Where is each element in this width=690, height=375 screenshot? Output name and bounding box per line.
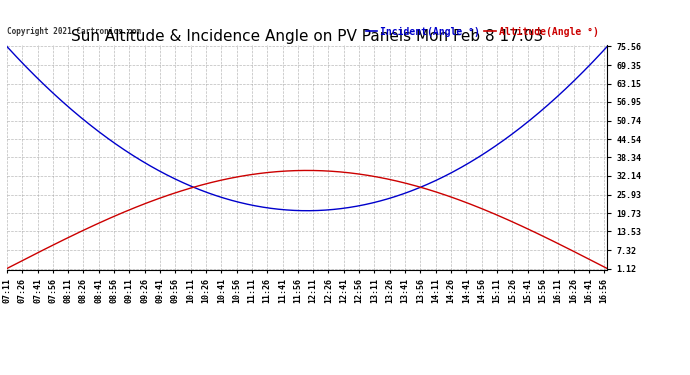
Text: Copyright 2021 Cartronics.com: Copyright 2021 Cartronics.com xyxy=(7,27,141,36)
Legend: Incident(Angle °), Altitude(Angle °): Incident(Angle °), Altitude(Angle °) xyxy=(362,23,602,40)
Title: Sun Altitude & Incidence Angle on PV Panels Mon Feb 8 17:03: Sun Altitude & Incidence Angle on PV Pan… xyxy=(71,29,543,44)
